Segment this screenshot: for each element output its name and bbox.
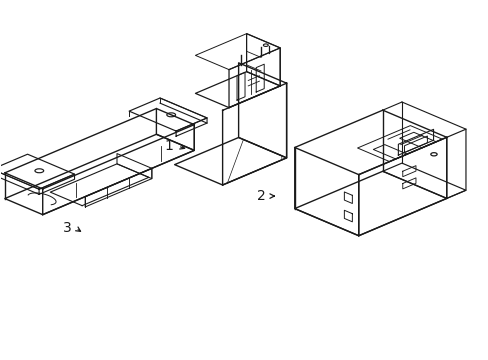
- Text: 2: 2: [257, 189, 265, 203]
- Text: 1: 1: [164, 139, 173, 153]
- Text: 3: 3: [62, 221, 71, 235]
